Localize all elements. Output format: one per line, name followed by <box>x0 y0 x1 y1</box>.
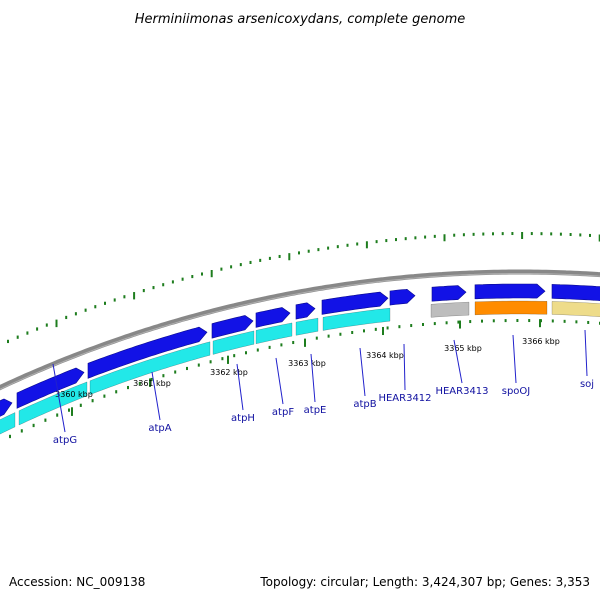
gene-arrow <box>321 291 389 315</box>
tick-label: 3364 kbp <box>366 351 404 360</box>
gene-arrow <box>431 285 467 302</box>
backbone-highlight <box>0 273 600 390</box>
cds-block <box>18 381 88 426</box>
gene-label-text: HEAR3412 <box>378 393 431 404</box>
scale-tick-track <box>9 319 600 439</box>
gene-arrow <box>16 367 85 409</box>
tick-label: 3360 kbp <box>55 390 93 399</box>
scale-tick-labels: 3360 kbp 3361 kbp 3362 kbp 3363 kbp 3364 kbp… <box>55 337 560 399</box>
gene-label-text: atpA <box>148 423 171 434</box>
genome-backbone <box>0 269 600 391</box>
gene-arrow <box>255 307 291 328</box>
gene-arrow <box>211 315 254 339</box>
gene-label-line <box>584 329 588 377</box>
gene-label-text: soj <box>580 379 594 390</box>
gene-label-line <box>236 363 244 411</box>
gene-label-text: atpG <box>53 435 77 446</box>
cds-feature-track <box>0 300 600 435</box>
cds-block <box>551 301 600 317</box>
gene-label-line <box>275 357 284 405</box>
cds-block <box>255 322 293 345</box>
cds-block <box>322 307 391 331</box>
map-title: Herminiimonas arsenicoxydans, complete g… <box>135 12 465 27</box>
gc-skew-track <box>7 232 600 344</box>
cds-block <box>0 412 16 435</box>
cds-block <box>430 301 470 318</box>
gene-arrow <box>295 302 316 320</box>
gene-arrow <box>389 288 416 306</box>
cds-block <box>89 341 211 396</box>
gene-arrow <box>551 284 600 301</box>
topology-label: Topology: circular; Length: 3,424,307 bp… <box>259 575 590 589</box>
cds-block <box>295 317 319 336</box>
tick-label: 3361 kbp <box>133 379 171 388</box>
accession-label: Accession: NC_009138 <box>9 575 145 589</box>
gene-arrow <box>87 326 208 379</box>
gene-arrow <box>0 398 13 417</box>
gene-label-line <box>52 363 66 433</box>
cds-block <box>474 300 548 316</box>
gene-arrow <box>474 283 546 300</box>
gene-label-line <box>512 334 517 384</box>
gene-label-line <box>310 353 316 403</box>
tick-label: 3366 kbp <box>522 337 560 346</box>
gene-label-line <box>359 347 366 397</box>
tick-label: 3365 kbp <box>444 344 482 353</box>
tick-label: 3363 kbp <box>288 359 326 368</box>
gene-label-text: atpH <box>231 413 255 424</box>
gene-label-text: atpF <box>272 407 294 418</box>
gene-label-text: atpE <box>304 405 327 416</box>
gene-label-line <box>453 339 463 384</box>
backbone-arc <box>0 269 600 391</box>
gene-label-line <box>151 371 161 421</box>
tick-label: 3362 kbp <box>210 368 248 377</box>
gene-feature-track <box>0 283 600 417</box>
gene-label-text: spoOJ <box>502 386 531 397</box>
gene-label-text: HEAR3413 <box>435 386 488 397</box>
gene-label-text: atpB <box>353 399 376 410</box>
gene-label-line <box>403 343 406 391</box>
cds-block <box>212 330 255 355</box>
